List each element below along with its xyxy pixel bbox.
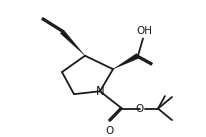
Polygon shape bbox=[112, 53, 139, 69]
Polygon shape bbox=[60, 30, 85, 56]
Text: OH: OH bbox=[135, 25, 151, 35]
Text: N: N bbox=[95, 85, 104, 98]
Text: O: O bbox=[105, 126, 114, 136]
Text: O: O bbox=[135, 104, 143, 114]
